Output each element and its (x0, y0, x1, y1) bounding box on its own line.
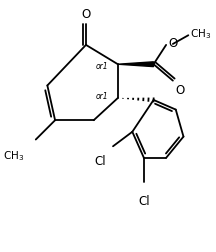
Text: O: O (168, 38, 177, 50)
Text: CH$_3$: CH$_3$ (3, 149, 24, 163)
Text: or1: or1 (96, 62, 109, 71)
Text: Cl: Cl (95, 155, 106, 168)
Text: Cl: Cl (138, 195, 150, 208)
Text: CH$_3$: CH$_3$ (190, 27, 211, 41)
Text: O: O (176, 83, 185, 97)
Polygon shape (118, 62, 154, 67)
Text: or1: or1 (96, 91, 109, 101)
Text: O: O (81, 8, 91, 21)
